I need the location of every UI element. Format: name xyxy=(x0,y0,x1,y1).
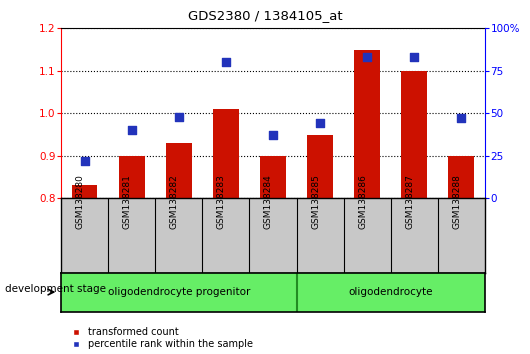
Bar xyxy=(401,71,427,198)
Point xyxy=(174,114,183,120)
Text: development stage: development stage xyxy=(5,284,107,293)
Text: GSM138284: GSM138284 xyxy=(264,175,273,229)
Text: GSM138288: GSM138288 xyxy=(453,175,462,229)
Legend: transformed count, percentile rank within the sample: transformed count, percentile rank withi… xyxy=(66,327,253,349)
Point xyxy=(316,121,324,126)
Text: GDS2380 / 1384105_at: GDS2380 / 1384105_at xyxy=(188,9,342,22)
Point xyxy=(127,127,136,133)
Text: oligodendrocyte: oligodendrocyte xyxy=(349,287,433,297)
Text: GSM138285: GSM138285 xyxy=(311,175,320,229)
Text: oligodendrocyte progenitor: oligodendrocyte progenitor xyxy=(108,287,250,297)
Bar xyxy=(448,156,474,198)
Bar xyxy=(307,135,333,198)
Bar xyxy=(119,156,145,198)
Point xyxy=(80,158,89,164)
Point xyxy=(410,55,419,60)
Bar xyxy=(260,156,286,198)
Text: GSM138280: GSM138280 xyxy=(75,175,84,229)
Point xyxy=(363,55,372,60)
Bar xyxy=(166,143,192,198)
Bar xyxy=(72,185,98,198)
Point xyxy=(457,115,466,121)
Text: GSM138287: GSM138287 xyxy=(405,175,414,229)
Text: GSM138286: GSM138286 xyxy=(358,175,367,229)
Text: GSM138283: GSM138283 xyxy=(217,175,226,229)
Point xyxy=(222,59,230,65)
Point xyxy=(269,132,277,138)
Text: GSM138282: GSM138282 xyxy=(170,175,179,229)
Bar xyxy=(213,109,239,198)
Bar xyxy=(354,50,380,198)
Text: GSM138281: GSM138281 xyxy=(122,175,131,229)
